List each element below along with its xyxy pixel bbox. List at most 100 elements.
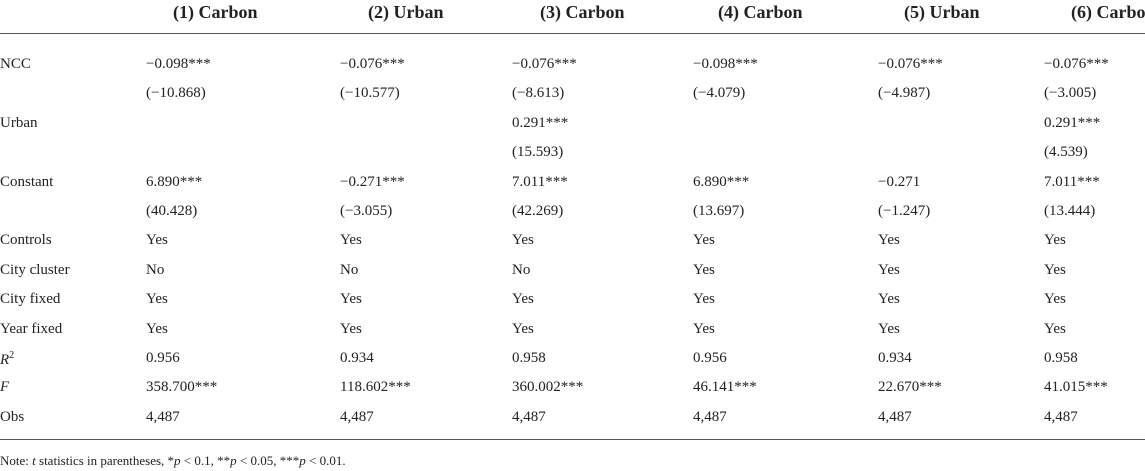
cell: Yes — [512, 232, 534, 249]
row-label: F — [0, 379, 10, 396]
row-label: City cluster — [0, 261, 70, 278]
cell: Yes — [512, 320, 534, 337]
cell: 0.956 — [693, 350, 727, 366]
note-segment: < 0.01. — [305, 453, 346, 468]
cell: (13.444) — [1044, 203, 1096, 219]
cell: No — [146, 261, 165, 278]
cell: Yes — [878, 232, 900, 249]
column-header: (5) Urban — [904, 2, 980, 22]
note-segment: < 0.05, *** — [236, 453, 300, 468]
row-label: NCC — [0, 56, 31, 72]
cell: (−10.868) — [146, 85, 206, 102]
row-label: Urban — [0, 114, 38, 131]
note-segment: p — [174, 453, 181, 468]
cell: (−3.005) — [1044, 85, 1097, 102]
cell: 0.958 — [512, 350, 546, 366]
cell: Yes — [146, 232, 168, 249]
cell: 6.890*** — [146, 173, 203, 190]
cell: 4,487 — [693, 408, 727, 425]
row-label: Obs — [0, 408, 25, 425]
row-label: City fixed — [0, 291, 61, 308]
header-rule — [0, 33, 1145, 34]
cell: 0.934 — [878, 350, 912, 366]
cell: Yes — [693, 261, 715, 278]
cell: Yes — [693, 320, 715, 337]
cell: (−1.247) — [878, 203, 931, 219]
cell: 46.141*** — [693, 379, 757, 396]
cell: 0.956 — [146, 350, 180, 366]
cell: (−8.613) — [512, 85, 565, 102]
cell: −0.076*** — [878, 56, 943, 72]
cell: 0.291*** — [1044, 114, 1101, 131]
cell: Yes — [340, 320, 362, 337]
cell: (42.269) — [512, 203, 564, 219]
column-header: (2) Urban — [368, 2, 444, 22]
note-segment: statistics in parentheses, * — [35, 453, 175, 468]
cell: Yes — [878, 291, 900, 308]
row-label: Constant — [0, 173, 54, 190]
cell: 7.011*** — [1044, 173, 1100, 190]
cell: (−10.577) — [340, 85, 400, 102]
cell: 4,487 — [1044, 408, 1078, 425]
row-label: Controls — [0, 232, 52, 249]
column-header: (1) Carbon — [173, 2, 258, 22]
note-segment: p — [299, 453, 306, 468]
cell: −0.271 — [878, 173, 921, 190]
cell: −0.076*** — [1044, 56, 1109, 72]
cell: 118.602*** — [340, 379, 411, 396]
column-header: (4) Carbon — [718, 2, 803, 22]
cell: 7.011*** — [512, 173, 568, 190]
cell: (−3.055) — [340, 203, 393, 219]
row-label-superscript: 2 — [9, 350, 15, 361]
cell: 6.890*** — [693, 173, 750, 190]
note-segment: p — [230, 453, 237, 468]
cell: 358.700*** — [146, 379, 218, 396]
column-header: (3) Carbon — [540, 2, 625, 22]
cell: (−4.079) — [693, 85, 746, 102]
cell: 4,487 — [340, 408, 374, 425]
column-header: (6) Carbon — [1071, 2, 1145, 22]
cell: 0.291*** — [512, 114, 569, 131]
cell: Yes — [512, 291, 534, 308]
cell: No — [340, 261, 359, 278]
cell: −0.098*** — [146, 56, 211, 72]
row-label: Year fixed — [0, 320, 63, 337]
cell: Yes — [878, 320, 900, 337]
cell: (−4.987) — [878, 85, 931, 102]
cell: Yes — [146, 320, 168, 337]
cell: 41.015*** — [1044, 379, 1108, 396]
note-segment: Note: — [0, 453, 33, 468]
cell: −0.271*** — [340, 173, 405, 190]
cell: Yes — [1044, 232, 1066, 249]
cell: 0.958 — [1044, 350, 1078, 366]
cell: −0.076*** — [512, 56, 577, 72]
cell: Yes — [1044, 261, 1066, 278]
note-segment: < 0.1, ** — [180, 453, 231, 468]
cell: Yes — [693, 232, 715, 249]
cell: (40.428) — [146, 203, 198, 219]
cell: Yes — [340, 291, 362, 308]
cell: Yes — [878, 261, 900, 278]
bottom-rule — [0, 439, 1145, 440]
cell: (4.539) — [1044, 144, 1088, 161]
row-label: R2 — [0, 350, 15, 368]
cell: −0.098*** — [693, 56, 758, 72]
cell: (15.593) — [512, 144, 564, 161]
cell: No — [512, 261, 531, 278]
cell: 4,487 — [878, 408, 912, 425]
cell: 4,487 — [512, 408, 546, 425]
cell: Yes — [1044, 320, 1066, 337]
cell: 4,487 — [146, 408, 180, 425]
cell: 0.934 — [340, 350, 374, 366]
note-segment: t — [32, 453, 36, 468]
table-note: Note: t statistics in parentheses, *p < … — [0, 451, 346, 471]
cell: (13.697) — [693, 203, 745, 219]
cell: Yes — [146, 291, 168, 308]
cell: 22.670*** — [878, 379, 942, 396]
cell: −0.076*** — [340, 56, 405, 72]
cell: 360.002*** — [512, 379, 584, 396]
cell: Yes — [693, 291, 715, 308]
cell: Yes — [1044, 291, 1066, 308]
cell: Yes — [340, 232, 362, 249]
